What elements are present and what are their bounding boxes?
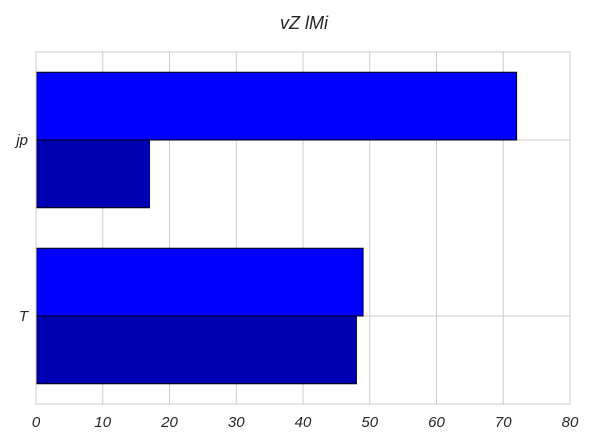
bar-jp-series-1 <box>35 71 518 141</box>
x-tick-label: 40 <box>295 414 312 431</box>
bar-T-series-2 <box>35 315 357 385</box>
y-axis-ticks: jp T <box>14 132 30 325</box>
bar-jp-series-2 <box>35 139 150 209</box>
x-tick-label: 20 <box>160 414 178 431</box>
x-axis-ticks: 0 10 20 30 40 50 60 70 80 <box>32 414 579 431</box>
x-tick-label: 30 <box>228 414 245 431</box>
bars <box>35 71 518 385</box>
x-tick-label: 10 <box>94 414 111 431</box>
plot-area-frame <box>35 51 571 405</box>
y-tick-label: T <box>19 308 30 325</box>
x-tick-label: 50 <box>361 414 378 431</box>
x-tick-label: 80 <box>562 414 579 431</box>
x-tick-label: 70 <box>495 414 512 431</box>
x-tick-label: 0 <box>32 414 41 431</box>
bar-T-series-1 <box>35 247 364 317</box>
chart-title: vZ lMi <box>280 13 329 33</box>
x-tick-label: 60 <box>428 414 445 431</box>
y-tick-label: jp <box>14 132 28 149</box>
